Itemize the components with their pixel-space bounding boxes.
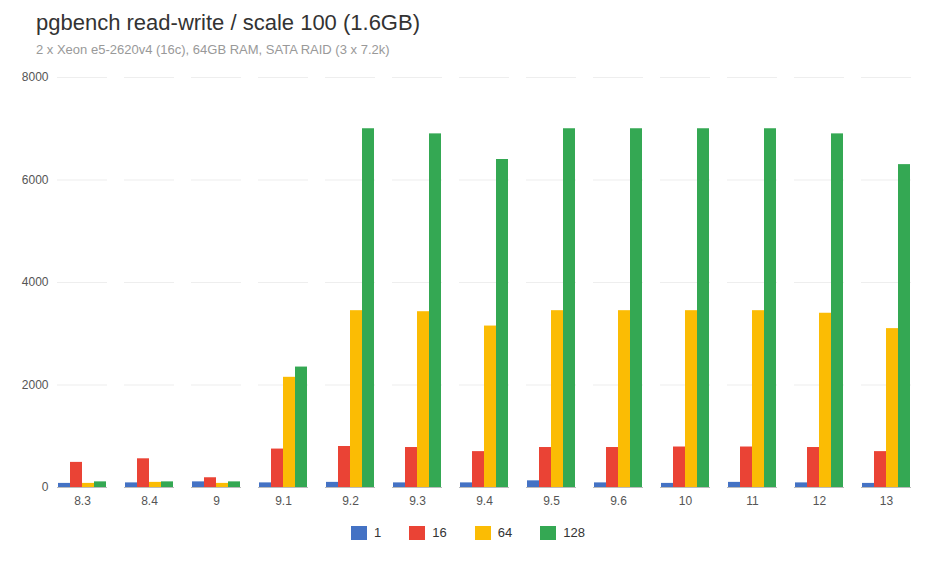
svg-text:12: 12 [813, 494, 827, 508]
html-text:16: 16 [432, 525, 447, 540]
svg-text:9: 9 [213, 494, 220, 508]
svg-text:8.3: 8.3 [74, 494, 91, 508]
svg-text:13: 13 [880, 494, 894, 508]
svg-text:9.1: 9.1 [275, 494, 292, 508]
html-text:128: 128 [563, 525, 585, 540]
svg-text:2000: 2000 [22, 378, 49, 392]
html-text:pgbench read-write / scale 100: pgbench read-write / scale 100 (1.6GB) [36, 10, 420, 35]
svg-text:9.3: 9.3 [409, 494, 426, 508]
svg-text:9.6: 9.6 [610, 494, 627, 508]
svg-text:0: 0 [42, 480, 49, 494]
svg-text:11: 11 [746, 494, 759, 508]
html-text:1: 1 [374, 525, 382, 540]
svg-text:8.4: 8.4 [141, 494, 158, 508]
svg-text:10: 10 [679, 494, 693, 508]
svg-text:4000: 4000 [22, 275, 49, 289]
svg-text:9.4: 9.4 [476, 494, 493, 508]
html-text:2 x Xeon e5-2620v4 (16c), 64GB: 2 x Xeon e5-2620v4 (16c), 64GB RAM, SATA… [36, 42, 390, 57]
svg-text:8000: 8000 [22, 70, 49, 84]
svg-text:9.2: 9.2 [342, 494, 359, 508]
svg-text:9.5: 9.5 [543, 494, 560, 508]
html-text:64: 64 [497, 525, 513, 540]
svg-text:6000: 6000 [22, 173, 49, 187]
